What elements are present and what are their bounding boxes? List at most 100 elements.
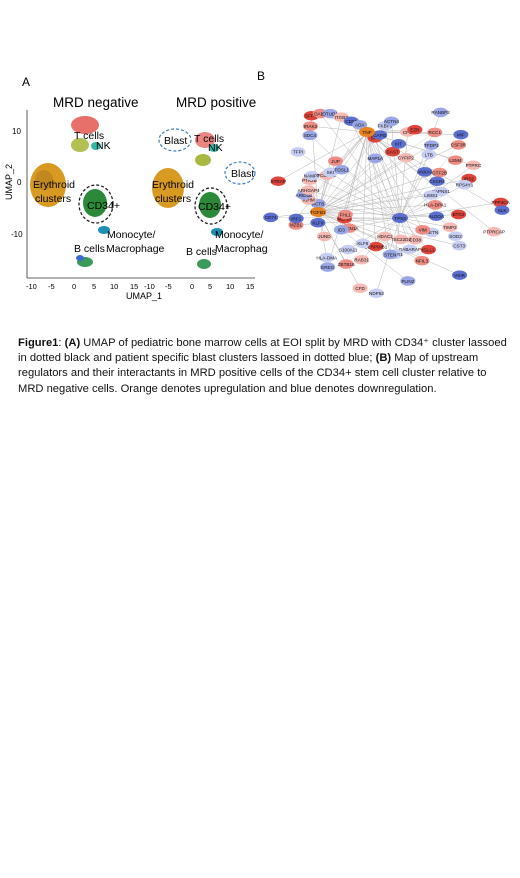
network-edge <box>310 125 368 133</box>
network-node <box>352 283 368 294</box>
network-node <box>333 224 349 235</box>
cluster-label: T cells <box>74 130 104 142</box>
blast-lasso-left <box>158 128 192 152</box>
network-node-label: RANBP2 <box>431 110 450 115</box>
b-cells-cluster-blue <box>76 255 84 261</box>
network-node-label: CAST <box>386 149 398 154</box>
network-node <box>368 241 384 252</box>
network-edge <box>317 158 376 213</box>
network-node <box>452 270 468 280</box>
network-node-label: SLK <box>498 208 508 213</box>
network-hub-node <box>359 127 375 137</box>
network-node-label: VSIR <box>454 273 465 278</box>
network-node <box>407 234 423 245</box>
cd34-lasso <box>78 184 114 224</box>
network-node <box>301 185 317 195</box>
network-node-label: PLIN2 <box>401 279 414 284</box>
umap-left: T cells NK Erythroid clusters CD34+ Mono… <box>30 116 165 267</box>
panel-a-title-left: MRD negative <box>53 95 139 110</box>
network-node <box>494 205 510 215</box>
network-node <box>377 231 393 242</box>
network-edge <box>349 217 401 229</box>
network-node-label: ITGB3 <box>335 115 349 120</box>
network-node-label: IRAK3 <box>304 124 318 129</box>
cluster-label: Macrophag <box>215 243 268 255</box>
network-node <box>423 140 439 150</box>
network-edge <box>399 217 411 250</box>
x-tick: -5 <box>165 282 172 291</box>
network-node-label: JUP <box>331 159 340 164</box>
x-tick: 5 <box>208 282 212 291</box>
network-node-label: SKI <box>327 170 334 175</box>
nk-cluster-r <box>209 144 219 152</box>
network-edge <box>366 131 423 230</box>
network-node <box>352 120 368 130</box>
cluster-label: Erythroid <box>152 179 194 191</box>
network-node-label: ZBTB16 <box>338 262 355 267</box>
network-node <box>310 217 326 228</box>
network-edge <box>317 204 436 213</box>
network-node-label: TFPI <box>293 150 303 155</box>
cluster-label: Blast <box>231 168 254 180</box>
network-node <box>429 176 445 187</box>
y-tick: 0 <box>17 178 22 187</box>
network-node <box>319 252 335 263</box>
network-node <box>393 234 409 245</box>
t-cells-green-r <box>195 154 211 166</box>
network-hub-label: TNF <box>362 130 371 136</box>
x-tick: 0 <box>190 282 194 291</box>
network-node-label: HLA-DMA <box>316 255 338 260</box>
cd34-cluster <box>83 189 107 217</box>
network-hub-node <box>392 213 408 223</box>
network-node-label: CXCR4 <box>429 179 445 184</box>
network-node <box>400 276 416 286</box>
network-node-label: OTUD1 <box>322 111 338 116</box>
network-edge <box>362 131 368 244</box>
network-node-label: RPS4Y1 <box>456 183 474 188</box>
network-node <box>340 244 356 255</box>
network-node <box>450 140 466 150</box>
network-node <box>451 209 467 220</box>
network-node <box>453 129 469 140</box>
network-node <box>288 213 304 224</box>
network-node-label: TSC22D3 <box>391 237 412 242</box>
panel-a-title-right: MRD positive <box>176 95 256 110</box>
figure-caption: Figure1: (A) UMAP of pediatric bone marr… <box>18 337 507 395</box>
network-node-label: PPP3CA <box>492 200 511 205</box>
caption-figure-label: Figure1 <box>18 337 59 349</box>
network-node-label: FOSL1 <box>334 168 349 173</box>
network-node-label: STRAP <box>271 179 286 184</box>
network-node-label: KLF9 <box>312 220 323 225</box>
t-cells-cluster-r <box>195 132 215 148</box>
network-node-label: DAB2 <box>314 111 326 116</box>
network-edge <box>297 151 401 219</box>
network-node <box>493 197 509 208</box>
network-node-label: FHL1 <box>340 212 352 217</box>
network-node <box>398 152 414 163</box>
cd34-lasso-r <box>194 187 228 225</box>
network-edge <box>366 131 377 247</box>
network-node <box>427 127 443 138</box>
network-node-label: SERPINB1 <box>365 244 388 249</box>
network-node <box>456 179 472 190</box>
network-node-label: NAMPT <box>304 173 320 178</box>
network-node <box>451 240 467 251</box>
network-edge <box>366 131 416 240</box>
cluster-label: clusters <box>155 193 191 205</box>
network-node <box>337 209 353 220</box>
network-edge <box>384 125 401 219</box>
network-edge <box>317 117 342 213</box>
network-hub-label: TP53 <box>394 216 406 222</box>
network-node-label: CFD <box>355 286 365 291</box>
network-node-label: ANXA1 <box>417 170 433 175</box>
network-node-label: EREG <box>321 265 334 270</box>
network-node <box>428 211 444 221</box>
network-node-label: NFIL3 <box>416 259 429 264</box>
network-edge <box>391 121 401 219</box>
network-node-label: VIM <box>419 228 427 233</box>
network-node <box>354 254 370 265</box>
network-node-label: RETN <box>426 230 439 235</box>
network-node <box>322 167 338 178</box>
network-node <box>432 167 448 178</box>
cluster-label: B cells <box>186 246 217 258</box>
